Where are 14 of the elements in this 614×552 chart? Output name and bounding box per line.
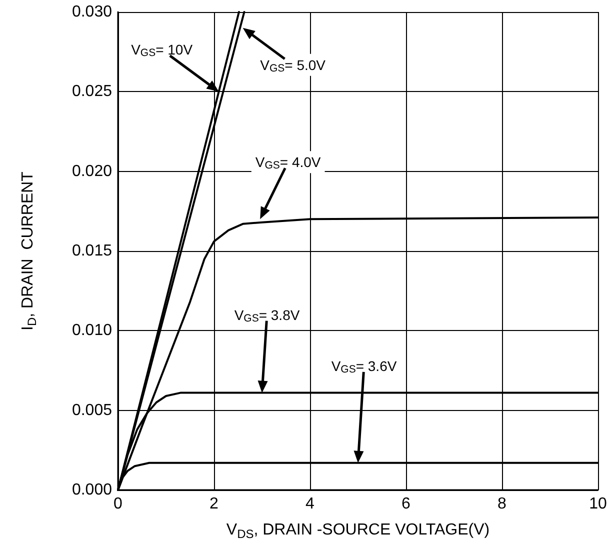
x-tick-label: 6 bbox=[402, 496, 411, 512]
x-tick-label: 0 bbox=[114, 496, 123, 512]
x-tick-label: 4 bbox=[306, 496, 315, 512]
y-tick-label: 0.015 bbox=[72, 242, 112, 260]
y-tick-label: 0.030 bbox=[72, 4, 112, 20]
y-tick-label: 0.005 bbox=[72, 402, 112, 419]
y-tick-label: 0.010 bbox=[72, 322, 112, 340]
y-axis-title: ID, DRAIN CURRENT bbox=[20, 171, 39, 330]
y-tick-label: 0.025 bbox=[72, 83, 112, 100]
x-tick-label: 8 bbox=[498, 496, 507, 512]
x-tick-label: 10 bbox=[589, 496, 607, 512]
x-tick-label: 2 bbox=[210, 496, 219, 512]
y-tick-label: 0.000 bbox=[72, 482, 112, 498]
y-tick-label: 0.020 bbox=[72, 162, 112, 180]
